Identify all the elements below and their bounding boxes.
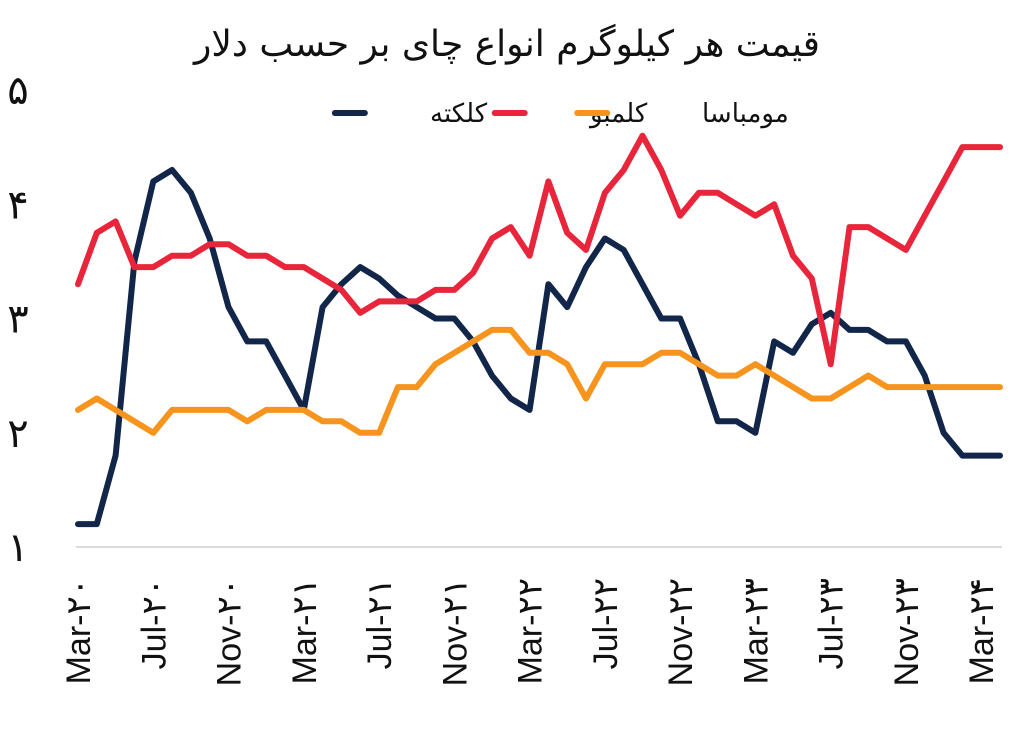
series-line-0 — [75, 167, 1003, 528]
x-tick-label: Jul-۲۱ — [361, 578, 399, 669]
x-tick-label: Jul-۲۰ — [135, 578, 173, 669]
x-tick-label: Nov-۲۰ — [211, 578, 249, 686]
x-tick-label: Nov-۲۲ — [662, 578, 700, 686]
series-line-2 — [75, 326, 1003, 436]
x-axis-ticks: Mar-۲۰ Jul-۲۰ Nov-۲۰ Mar-۲۱ Jul-۲۱ Nov-۲۱ Mar-… — [60, 578, 1001, 686]
x-tick-label: Mar-۲۳ — [737, 578, 775, 684]
series-line-1 — [75, 132, 1003, 368]
x-tick-label: Mar-۲۰ — [60, 578, 98, 684]
x-tick-label: Mar-۲۱ — [286, 578, 324, 684]
x-tick-label: Nov-۲۳ — [888, 578, 926, 686]
legend: کلکته کلمبو مومباسا — [331, 99, 789, 129]
chart-title: قیمت هر کیلوگرم انواع چای بر حسب دلار — [192, 23, 820, 65]
series-lines — [75, 132, 1003, 528]
y-tick-label: ۵ — [7, 68, 28, 114]
x-tick-label: Jul-۲۲ — [587, 578, 625, 669]
y-tick-label: ۲ — [7, 411, 28, 457]
x-tick-label: Mar-۲۴ — [963, 578, 1001, 684]
x-tick-label: Nov-۲۱ — [436, 578, 474, 686]
y-tick-label: ۳ — [7, 297, 28, 343]
legend-label-2: مومباسا — [702, 99, 789, 129]
legend-label-0: کلکته — [430, 99, 488, 129]
x-tick-label: Mar-۲۲ — [512, 578, 550, 684]
x-tick-label: Jul-۲۳ — [813, 578, 851, 669]
y-tick-label: ۱ — [7, 525, 28, 571]
y-axis-ticks: ۱ ۲ ۳ ۴ ۵ — [7, 68, 28, 571]
y-tick-label: ۴ — [7, 182, 28, 228]
